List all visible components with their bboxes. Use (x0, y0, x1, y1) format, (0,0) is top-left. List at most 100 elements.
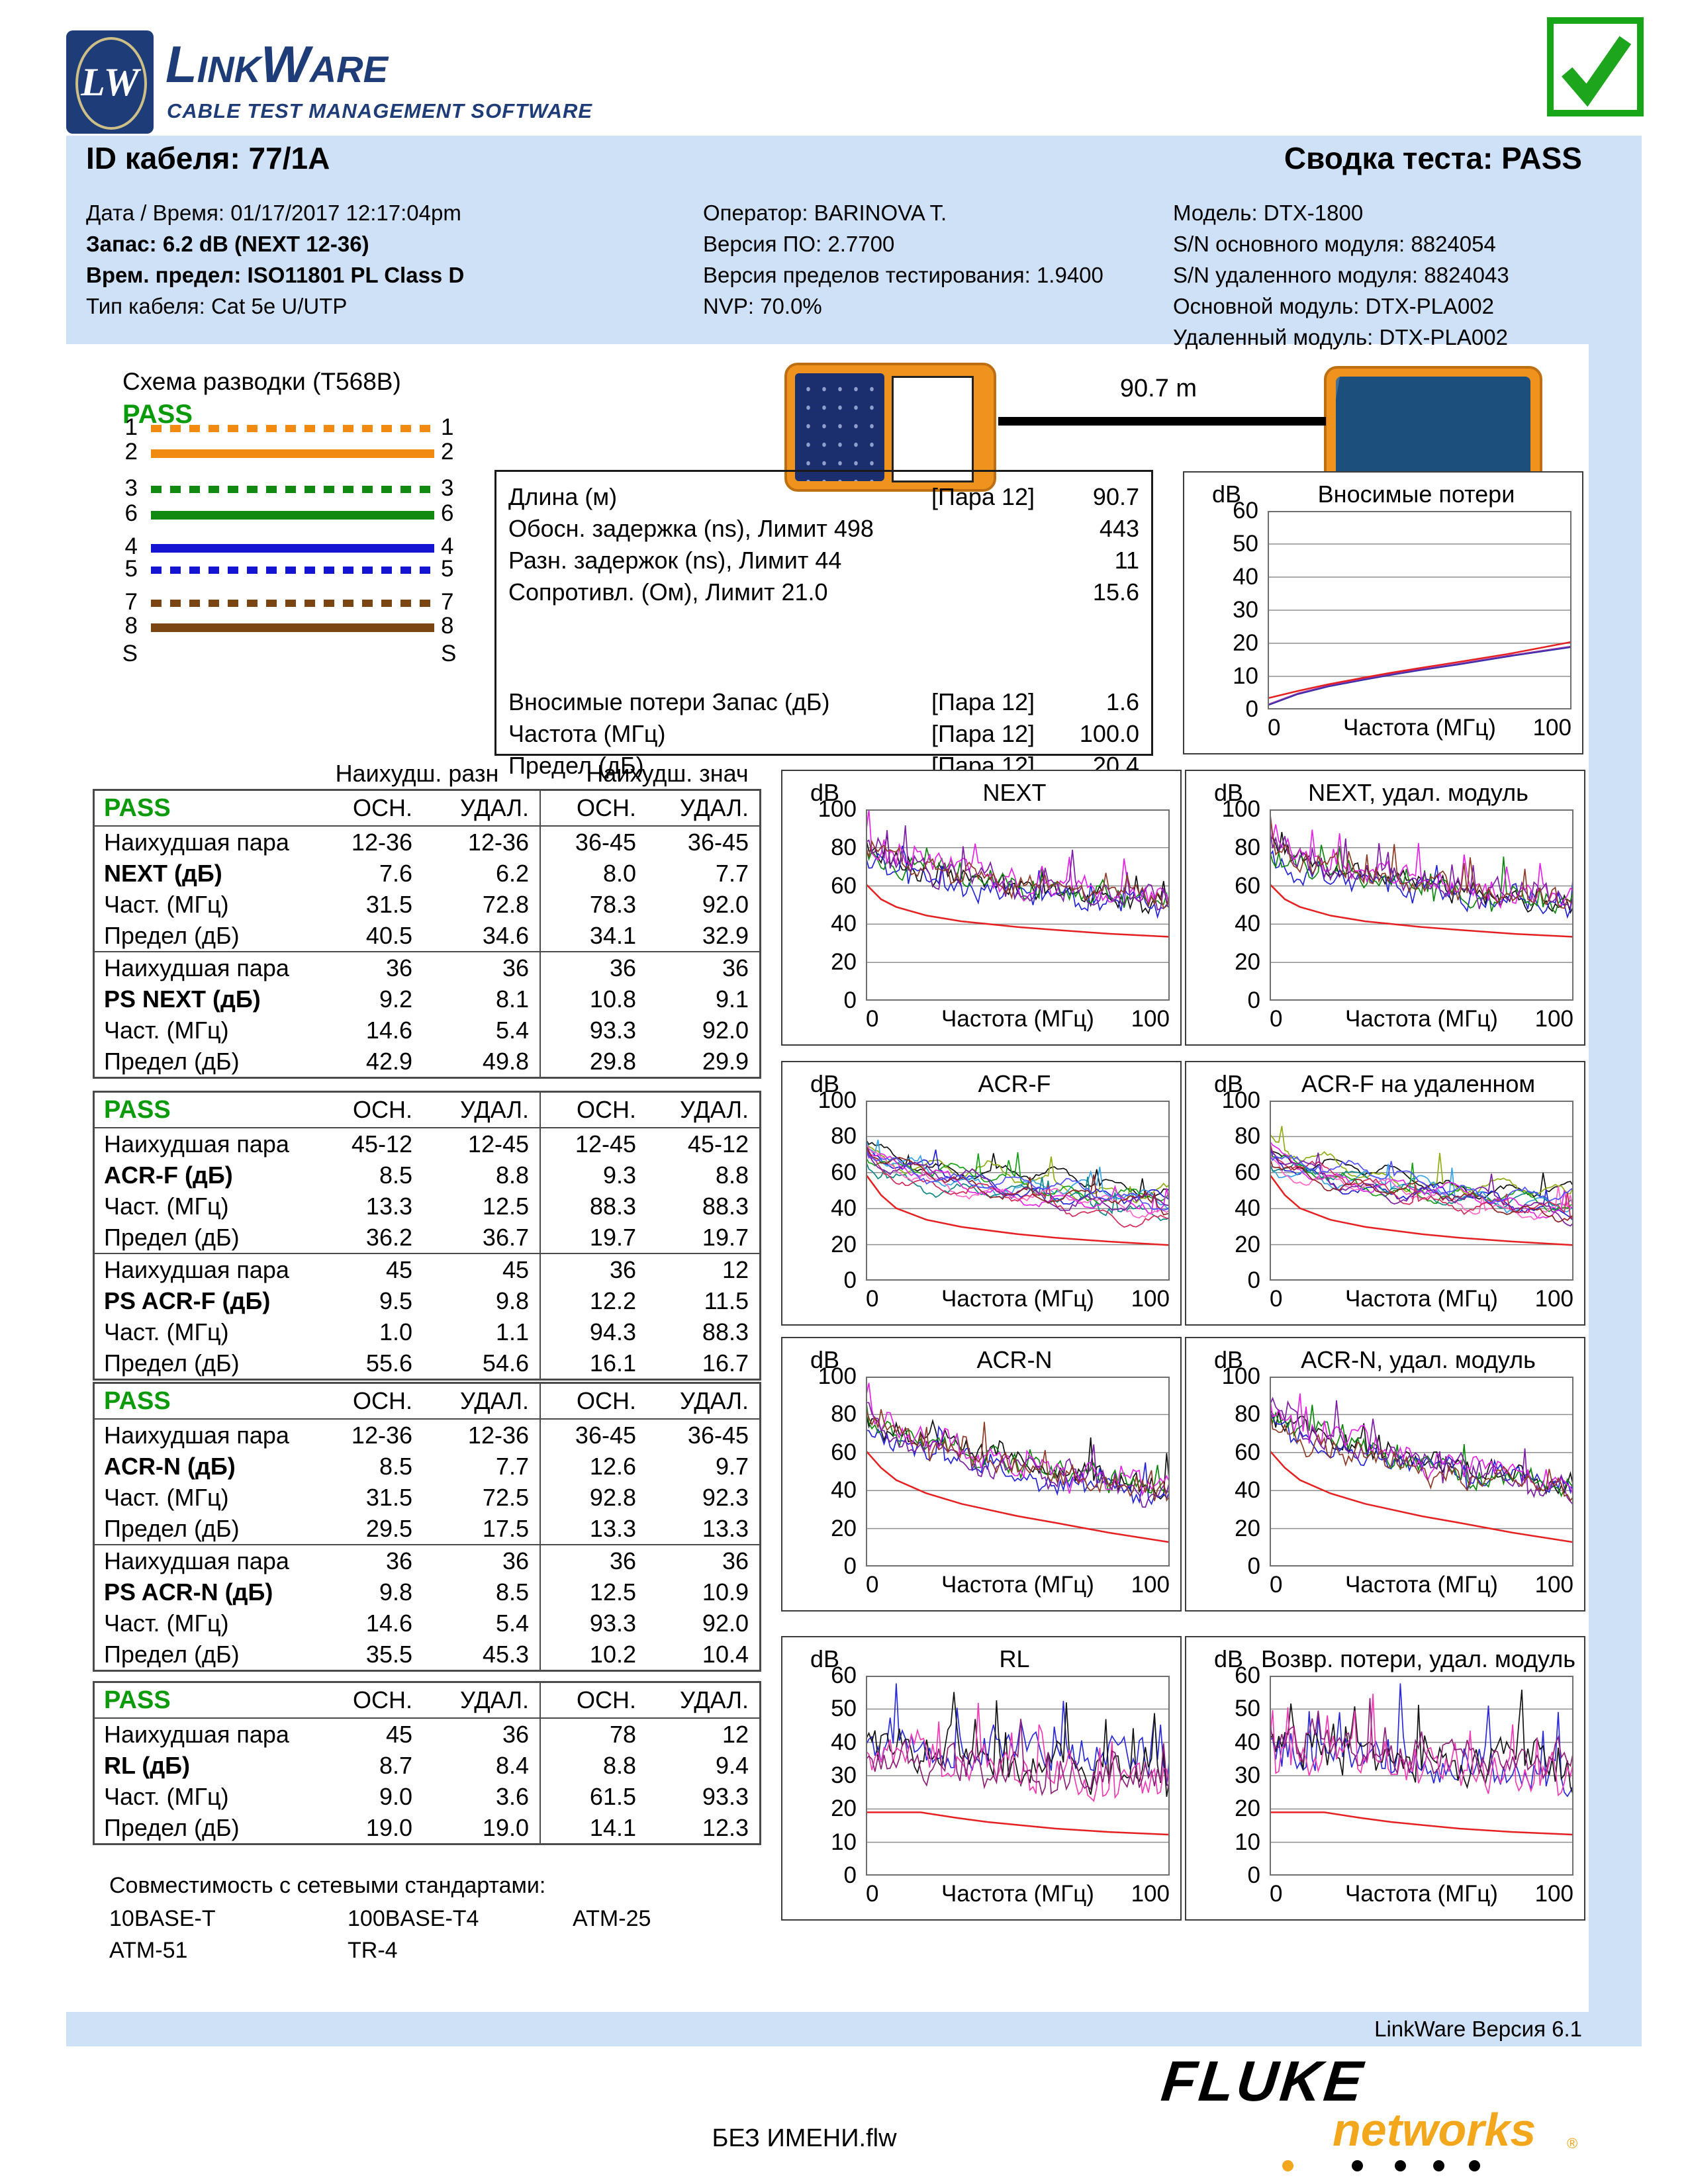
tester-screen (892, 376, 974, 482)
column-header: ОСН. (539, 791, 647, 825)
chart-series (866, 1703, 1170, 1802)
chart-y-tick: 0 (1247, 987, 1260, 1013)
acrf-chart: ACR-F dB 0 20 40 60 80 100 0 Частота (МГц) 100 (781, 1061, 1182, 1326)
result-row-value: 88.3 (702, 1193, 749, 1220)
result-row-value: 8.5 (379, 1161, 412, 1189)
wire-line (151, 623, 434, 632)
chart-y-unit: dB (1212, 480, 1242, 508)
chart-series (1270, 809, 1573, 909)
result-row-value: 29.8 (539, 1046, 647, 1077)
result-row-value: 31.5 (365, 1484, 412, 1511)
chart-series (1270, 1154, 1573, 1204)
chart-series (1268, 645, 1571, 705)
chart-x-tick-min: 0 (1270, 1006, 1283, 1032)
chart-limit-line (866, 1173, 1170, 1246)
info-line: S/N удаленного модуля: 8824043 (1173, 263, 1509, 287)
length-row-value: 100.0 (1079, 720, 1139, 747)
chart-series (1270, 1145, 1573, 1222)
chart-y-tick: 20 (1233, 630, 1258, 656)
standards-title: Совместимость с сетевыми стандартами: (109, 1873, 546, 1898)
chart-x-label: Частота (МГц) (941, 1006, 1094, 1032)
wire-pin-label-left: 5 (124, 556, 138, 582)
chart-y-tick: 10 (1233, 663, 1258, 689)
result-row-value: 36 (502, 1721, 529, 1748)
chart-series (866, 1719, 1170, 1797)
chart-series (1268, 647, 1571, 706)
acrf-remote-chart: ACR-F на удаленном dB 0 20 40 60 80 100 0 Частота… (1185, 1061, 1585, 1326)
result-row-value: 19.7 (702, 1224, 749, 1251)
chart-y-tick: 50 (1235, 1696, 1260, 1722)
chart-x-tick-max: 100 (1532, 715, 1571, 741)
chart-y-tick: 0 (843, 1553, 857, 1579)
wire-pin-label-left: 7 (124, 589, 138, 615)
chart-plot (1268, 511, 1571, 709)
length-table: Длина (м) [Пара 12] 90.7 Обосн. задержка (n… (494, 470, 1153, 779)
result-row-value: 12-36 (467, 1422, 529, 1449)
wire-line (151, 511, 434, 520)
result-row-value: 29.5 (365, 1515, 412, 1542)
result-row-label: PS NEXT (дБ) (104, 985, 261, 1013)
chart-series (1270, 1407, 1573, 1502)
wire-pin-label-left: 2 (124, 439, 138, 465)
chart-series (1270, 1393, 1573, 1497)
result-table-header: PASS ОСН. УДАЛ. ОСН. УДАЛ. (95, 1683, 759, 1719)
result-row-value: 12.6 (539, 1451, 647, 1482)
chart-title: ACR-N (976, 1346, 1053, 1373)
standard-item: ATM-25 (573, 1906, 651, 1931)
chart-x-tick-max: 100 (1534, 1572, 1573, 1598)
result-row-value: 61.5 (539, 1781, 647, 1812)
chart-x-label: Частота (МГц) (1345, 1286, 1498, 1312)
column-header: ОСН. (353, 1096, 412, 1123)
column-header: ОСН. (539, 1093, 647, 1127)
result-table-row: Част. (МГц) 14.6 5.4 93.3 92.0 (95, 1608, 759, 1639)
result-row-value: 45 (385, 1721, 412, 1748)
logo-title-part: ARE (309, 48, 388, 90)
length-row-value: 1.6 (1105, 688, 1139, 715)
chart-x-tick-max: 100 (1534, 1881, 1573, 1907)
result-row-value: 9.2 (379, 985, 412, 1013)
group-header-worst-value: Наихудш. знач (586, 760, 749, 787)
standards-list: 10BASE-T 100BASE-T4 ATM-25 ATM-51 TR-4 (109, 1906, 771, 1979)
result-row-label: Предел (дБ) (104, 1814, 240, 1841)
chart-y-tick: 10 (1235, 1829, 1260, 1855)
chart-x-label: Частота (МГц) (1345, 1572, 1498, 1598)
length-table-row: Длина (м) [Пара 12] 90.7 (496, 481, 1151, 513)
result-row-value: 36 (539, 952, 647, 983)
info-line: S/N основного модуля: 8824054 (1173, 232, 1496, 256)
info-column-1: Дата / Время: 01/17/2017 12:17:04pm Запас… (86, 197, 464, 322)
chart-plot (1270, 1676, 1573, 1876)
chart-y-tick: 60 (1235, 1439, 1260, 1465)
result-row-value: 55.6 (365, 1349, 412, 1377)
chart-series (866, 1161, 1170, 1222)
length-row-label: Обосн. задержка (ns), Лимит 498 (508, 515, 874, 542)
result-table-row: PS ACR-F (дБ) 9.5 9.8 12.2 11.5 (95, 1285, 759, 1316)
result-row-value: 45-12 (687, 1130, 749, 1158)
result-row-value: 32.9 (702, 922, 749, 949)
chart-series (866, 1149, 1170, 1211)
column-header: УДАЛ. (679, 1686, 749, 1713)
result-row-value: 36 (385, 954, 412, 981)
chart-y-tick: 60 (1233, 498, 1258, 523)
column-header: ОСН. (353, 1686, 412, 1713)
result-row-value: 36-45 (539, 827, 647, 858)
result-row-value: 35.5 (365, 1641, 412, 1668)
result-table-header: PASS ОСН. УДАЛ. ОСН. УДАЛ. (95, 1093, 759, 1128)
result-row-value: 3.6 (495, 1783, 529, 1810)
result-row-value: 92.8 (539, 1482, 647, 1513)
length-row-pair: [Пара 12] (931, 483, 1035, 510)
chart-y-tick: 40 (831, 911, 857, 937)
next-chart: NEXT dB 0 20 40 60 80 100 0 Частота (МГц) 100 (781, 770, 1182, 1046)
length-row-value: 11 (1114, 547, 1139, 574)
result-row-value: 8.1 (495, 985, 529, 1013)
chart-y-tick: 40 (1235, 1195, 1260, 1222)
result-row-value: 36.7 (482, 1224, 529, 1251)
chart-y-tick: 100 (818, 1363, 857, 1389)
chart-y-tick: 20 (1235, 1515, 1260, 1541)
result-row-value: 12 (722, 1721, 749, 1748)
result-row-label: Част. (МГц) (104, 1017, 229, 1044)
chart-y-tick: 100 (818, 796, 857, 822)
result-table-row: Наихудшая пара 12-36 12-36 36-45 36-45 (95, 827, 759, 858)
result-row-value: 42.9 (365, 1048, 412, 1075)
chart-title: Возвр. потери, удал. модуль (1260, 1645, 1576, 1672)
